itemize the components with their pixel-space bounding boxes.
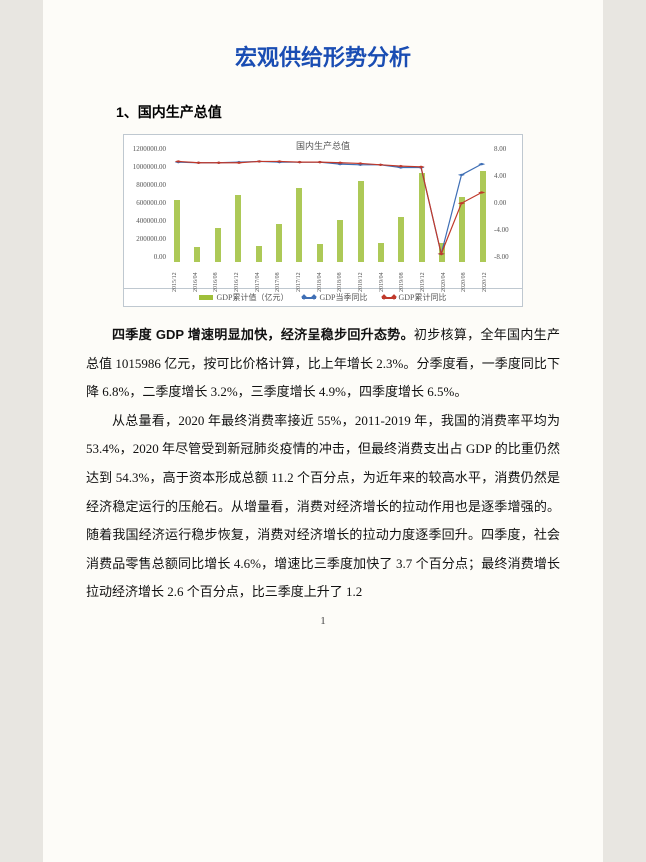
line-blue-swatch-icon (302, 297, 316, 299)
legend-item-bars: GDP累计值（亿元） (199, 292, 288, 303)
legend-item-red: GDP累计同比 (382, 292, 447, 303)
chart-plot-area (172, 154, 488, 262)
body-text: 四季度 GDP 增速明显加快，经济呈稳步回升态势。初步核算，全年国内生产总值 1… (86, 321, 560, 607)
paragraph-1: 四季度 GDP 增速明显加快，经济呈稳步回升态势。初步核算，全年国内生产总值 1… (86, 321, 560, 407)
para1-bold: 四季度 GDP 增速明显加快，经济呈稳步回升态势。 (112, 327, 414, 342)
paragraph-2: 从总量看，2020 年最终消费率接近 55%，2011-2019 年，我国的消费… (86, 407, 560, 607)
page-number: 1 (86, 615, 560, 627)
legend-label: GDP当季同比 (319, 292, 367, 303)
document-page: 宏观供给形势分析 1、国内生产总值 国内生产总值 0.00200000.0040… (43, 0, 603, 862)
legend-item-blue: GDP当季同比 (302, 292, 367, 303)
section-heading: 1、国内生产总值 (116, 102, 560, 122)
legend-label: GDP累计值（亿元） (216, 292, 288, 303)
chart-title: 国内生产总值 (130, 139, 516, 152)
gdp-chart: 国内生产总值 0.00200000.00400000.00600000.0080… (123, 134, 523, 289)
page-title: 宏观供给形势分析 (86, 40, 560, 72)
line-red-swatch-icon (382, 297, 396, 299)
bar-series (172, 154, 488, 262)
legend-label: GDP累计同比 (399, 292, 447, 303)
gdp-chart-container: 国内生产总值 0.00200000.00400000.00600000.0080… (123, 134, 523, 307)
bar-swatch-icon (199, 295, 213, 300)
x-axis: 2015/122016/042016/082016/122017/042017/… (172, 262, 488, 292)
